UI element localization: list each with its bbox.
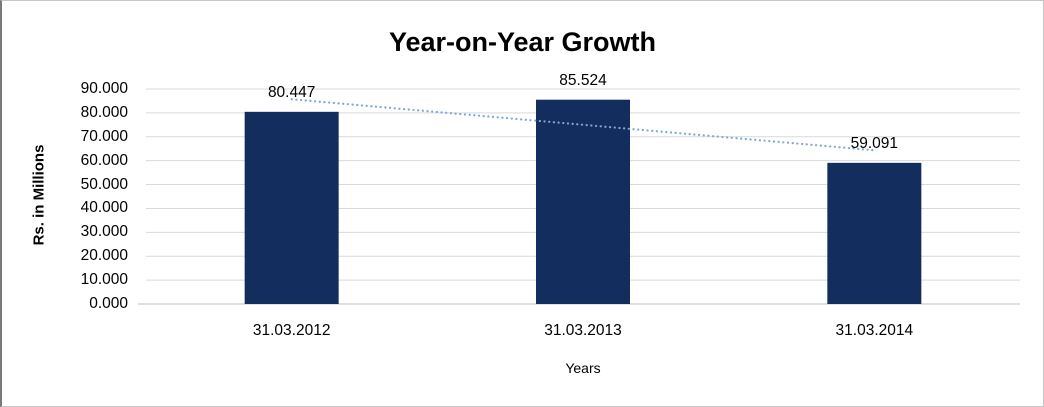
y-tick-label: 0.000 <box>89 295 128 312</box>
y-tick-label: 30.000 <box>80 223 128 241</box>
y-tick-label: 40.000 <box>80 199 128 217</box>
y-tick-label: 60.000 <box>80 151 128 169</box>
data-label: 80.447 <box>267 83 316 101</box>
bar-31.03.2014 <box>827 162 922 304</box>
x-tick-label: 31.03.2013 <box>544 322 622 339</box>
y-tick-label: 10.000 <box>80 271 128 289</box>
y-tick-label: 90.000 <box>80 80 128 97</box>
chart-title: Year-on-Year Growth <box>388 27 657 57</box>
bar-31.03.2012 <box>244 111 339 305</box>
data-label: 59.091 <box>850 134 899 152</box>
x-tick-label: 31.03.2012 <box>252 322 331 339</box>
y-tick-label: 80.000 <box>80 103 128 121</box>
bar-31.03.2013 <box>536 99 630 305</box>
x-axis-title: Years <box>565 360 601 376</box>
data-label: 85.524 <box>559 71 607 89</box>
y-tick-label: 50.000 <box>80 175 128 193</box>
x-tick-label: 31.03.2014 <box>835 322 914 339</box>
y-tick-label: 20.000 <box>80 247 128 265</box>
y-tick-label: 70.000 <box>80 127 128 145</box>
trendline <box>290 98 876 152</box>
